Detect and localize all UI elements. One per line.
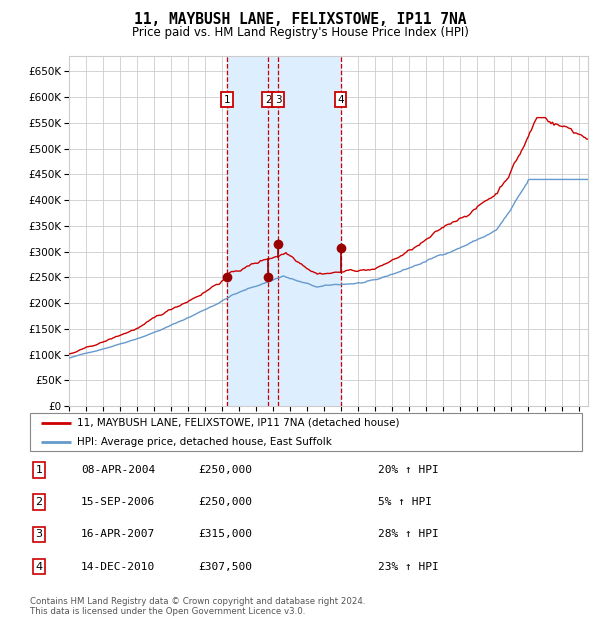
Text: 4: 4 xyxy=(35,562,43,572)
Text: HPI: Average price, detached house, East Suffolk: HPI: Average price, detached house, East… xyxy=(77,436,332,447)
Text: £250,000: £250,000 xyxy=(198,465,252,475)
Text: 16-APR-2007: 16-APR-2007 xyxy=(81,529,155,539)
Text: 15-SEP-2006: 15-SEP-2006 xyxy=(81,497,155,507)
Text: 4: 4 xyxy=(337,95,344,105)
Text: £307,500: £307,500 xyxy=(198,562,252,572)
Text: 2: 2 xyxy=(265,95,272,105)
Text: 14-DEC-2010: 14-DEC-2010 xyxy=(81,562,155,572)
Text: 1: 1 xyxy=(223,95,230,105)
Text: 23% ↑ HPI: 23% ↑ HPI xyxy=(378,562,439,572)
Text: 08-APR-2004: 08-APR-2004 xyxy=(81,465,155,475)
Text: £250,000: £250,000 xyxy=(198,497,252,507)
Text: 28% ↑ HPI: 28% ↑ HPI xyxy=(378,529,439,539)
Text: 5% ↑ HPI: 5% ↑ HPI xyxy=(378,497,432,507)
Text: 11, MAYBUSH LANE, FELIXSTOWE, IP11 7NA (detached house): 11, MAYBUSH LANE, FELIXSTOWE, IP11 7NA (… xyxy=(77,417,400,428)
Text: Contains HM Land Registry data © Crown copyright and database right 2024.: Contains HM Land Registry data © Crown c… xyxy=(30,597,365,606)
Text: 11, MAYBUSH LANE, FELIXSTOWE, IP11 7NA: 11, MAYBUSH LANE, FELIXSTOWE, IP11 7NA xyxy=(134,12,466,27)
Text: 3: 3 xyxy=(275,95,281,105)
Text: £315,000: £315,000 xyxy=(198,529,252,539)
Text: 3: 3 xyxy=(35,529,43,539)
Bar xyxy=(227,56,341,406)
Text: Price paid vs. HM Land Registry's House Price Index (HPI): Price paid vs. HM Land Registry's House … xyxy=(131,26,469,39)
Text: 1: 1 xyxy=(35,465,43,475)
Text: 2: 2 xyxy=(35,497,43,507)
Text: 20% ↑ HPI: 20% ↑ HPI xyxy=(378,465,439,475)
FancyBboxPatch shape xyxy=(30,413,582,451)
Text: This data is licensed under the Open Government Licence v3.0.: This data is licensed under the Open Gov… xyxy=(30,607,305,616)
